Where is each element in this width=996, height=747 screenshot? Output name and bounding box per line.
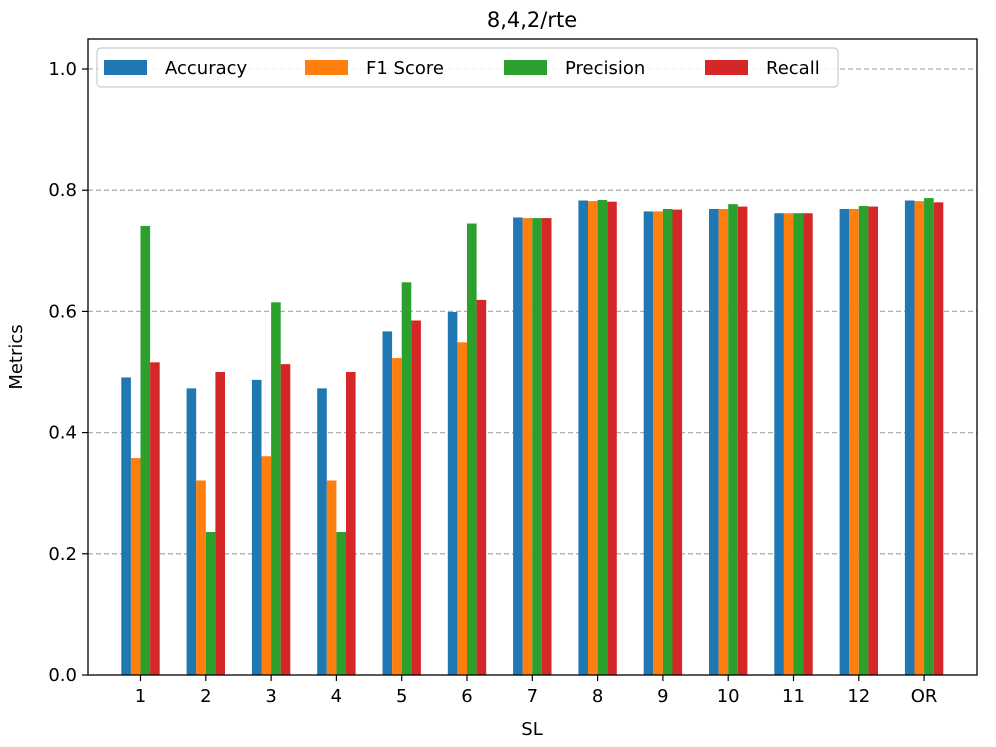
bar-recall: [476, 299, 487, 675]
bar-recall: [280, 364, 291, 675]
bar-recall: [933, 202, 944, 675]
x-tick-label: 3: [265, 686, 276, 707]
y-tick-label: 0.0: [48, 665, 77, 686]
y-ticks: 0.0 0.2 0.4 0.6 0.8 1.0: [48, 59, 88, 686]
legend-swatch-precision: [504, 60, 547, 75]
bar-precision: [858, 205, 869, 675]
x-tick-label: 5: [396, 686, 407, 707]
bar-recall: [672, 209, 683, 675]
bar-recall: [607, 201, 617, 675]
bar-precision: [662, 208, 673, 676]
bar-accuracy: [317, 388, 327, 675]
y-tick-label: 0.4: [48, 423, 77, 444]
bar-recall: [737, 206, 748, 675]
bar-precision: [401, 282, 412, 675]
bar-accuracy: [121, 377, 131, 675]
legend-label: Accuracy: [165, 58, 248, 79]
y-tick-label: 0.2: [48, 544, 77, 565]
bar-precision: [140, 225, 151, 675]
bar-recall: [346, 372, 356, 675]
x-ticks: 1 2 3 4 5 6 7 8 9 10 11 12 OR: [135, 675, 938, 707]
bar-accuracy: [186, 388, 197, 675]
bar-accuracy: [513, 217, 523, 675]
x-axis-label: SL: [521, 719, 542, 740]
bar-accuracy: [774, 213, 784, 676]
bar-f1-score: [326, 480, 337, 675]
legend-swatch-accuracy: [104, 60, 147, 75]
bar-precision: [924, 198, 934, 675]
x-tick-label: 6: [461, 686, 472, 707]
bar-accuracy: [251, 379, 262, 675]
bar-f1-score: [392, 358, 402, 675]
y-tick-label: 0.6: [48, 301, 77, 322]
bars: [121, 198, 944, 676]
legend-box: [96, 47, 839, 88]
bar-accuracy: [904, 200, 915, 675]
bar-f1-score: [849, 208, 859, 676]
bar-accuracy: [382, 331, 393, 675]
x-tick-label: 12: [847, 686, 870, 707]
legend-label: Precision: [565, 58, 645, 79]
bar-recall: [215, 372, 225, 675]
bar-precision: [467, 223, 477, 675]
bar-f1-score: [653, 211, 663, 675]
y-axis-label: Metrics: [6, 324, 27, 389]
bar-accuracy: [709, 208, 719, 676]
bar-f1-score: [130, 458, 141, 675]
bar-recall: [150, 362, 160, 675]
bar-f1-score: [914, 201, 925, 676]
x-tick-label: 7: [527, 686, 538, 707]
bar-accuracy: [578, 200, 588, 675]
bar-accuracy: [447, 312, 458, 675]
bar-f1-score: [783, 213, 794, 676]
bar-precision: [728, 204, 738, 675]
legend: Accuracy F1 Score Precision Recall: [96, 47, 839, 88]
bar-precision: [793, 213, 804, 676]
x-tick-label: 2: [200, 686, 211, 707]
bar-f1-score: [261, 456, 272, 675]
chart-title: 8,4,2/rte: [487, 8, 577, 32]
bar-recall: [411, 320, 421, 675]
bar-accuracy: [643, 211, 654, 675]
bar-precision: [271, 302, 281, 675]
bar-f1-score: [196, 480, 206, 675]
x-tick-label: 9: [657, 686, 668, 707]
y-tick-label: 0.8: [48, 180, 77, 201]
legend-label: Recall: [766, 58, 820, 79]
legend-label: F1 Score: [366, 58, 444, 79]
legend-swatch-f1-score: [305, 60, 348, 75]
x-tick-label: 1: [135, 686, 146, 707]
bar-precision: [597, 199, 608, 675]
bar-recall: [803, 213, 813, 676]
x-tick-label: 11: [782, 686, 805, 707]
x-tick-label: 10: [717, 686, 740, 707]
bar-recall: [868, 206, 878, 675]
bar-f1-score: [457, 342, 467, 675]
legend-swatch-recall: [705, 60, 748, 75]
y-tick-label: 1.0: [48, 59, 77, 80]
bar-precision: [205, 531, 216, 675]
bar-recall: [541, 218, 552, 675]
bar-f1-score: [588, 201, 598, 676]
bar-precision: [532, 218, 542, 675]
bar-f1-score: [718, 208, 729, 676]
bar-accuracy: [839, 208, 850, 676]
bar-f1-score: [522, 218, 533, 675]
bar-precision: [336, 531, 346, 675]
x-tick-label: 4: [331, 686, 342, 707]
x-tick-label: 8: [592, 686, 603, 707]
x-tick-label: OR: [911, 686, 938, 707]
